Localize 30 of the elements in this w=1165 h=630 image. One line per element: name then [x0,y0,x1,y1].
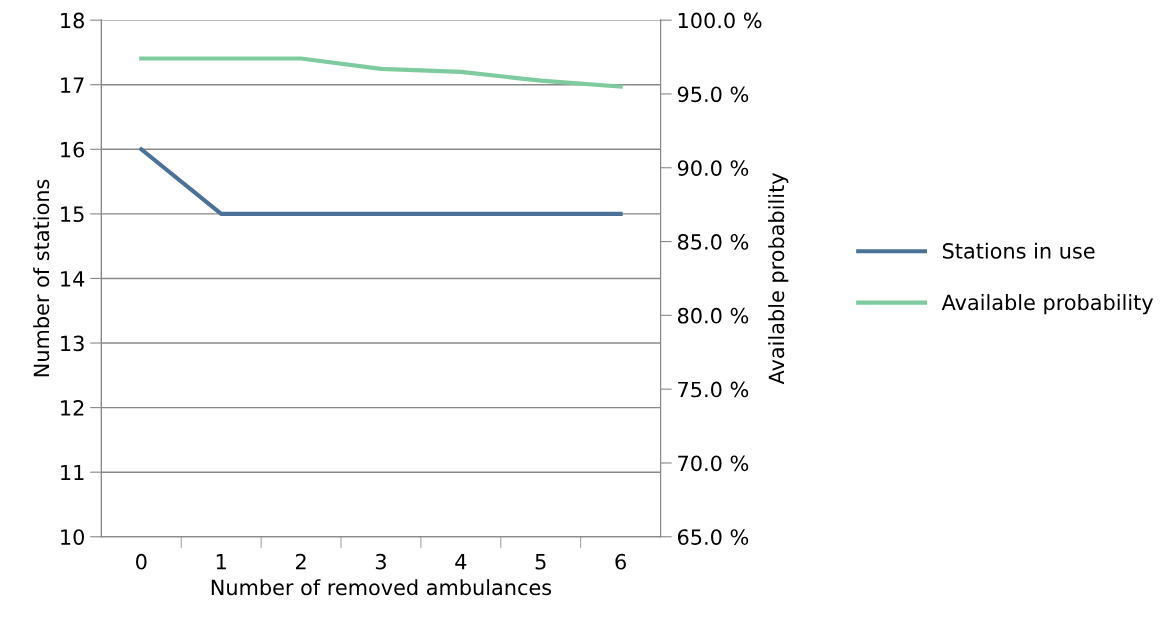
y2-tick-label: 65.0 % [677,529,749,545]
line-series [139,56,623,89]
y2-tick-label: 75.0 % [678,381,749,398]
y-tick-label: 15 [61,206,84,223]
y2-tick-label: 85.0 % [677,234,749,250]
y2-tick-label: 100.0 % [678,12,762,29]
y-tick-label: 10 [61,529,84,545]
y-tick-label: 13 [61,335,84,352]
x-tick-label: 4 [455,554,467,570]
y-tick-label: 17 [61,77,84,93]
y2-tick-label: 70.0 % [678,455,749,472]
x-tick-label: 5 [535,554,546,570]
y-tick-label: 16 [61,141,85,158]
x-tick-label: 1 [216,554,226,570]
y-axis-title: Number of stations [33,179,50,377]
x-tick-label: 2 [295,553,306,570]
x-tick-label: 3 [375,553,386,570]
y2-axis-title: Available probability [768,173,789,385]
y2-tick-label: 80.0 % [677,307,749,324]
y2-tick-label: 90.0 % [677,160,749,176]
y-tick-label: 18 [61,12,84,29]
x-axis-title: Number of removed ambulances [211,579,552,596]
legend-label: Available probability [941,294,1154,315]
y2-tick-label: 95.0 % [677,86,749,103]
y-tick-label: 12 [61,400,84,416]
y-tick-label: 11 [61,464,84,481]
x-tick-label: 0 [136,553,147,570]
y-tick-label: 14 [61,271,85,287]
legend-label: Stations in use [942,242,1095,259]
x-tick-label: 6 [615,553,626,570]
